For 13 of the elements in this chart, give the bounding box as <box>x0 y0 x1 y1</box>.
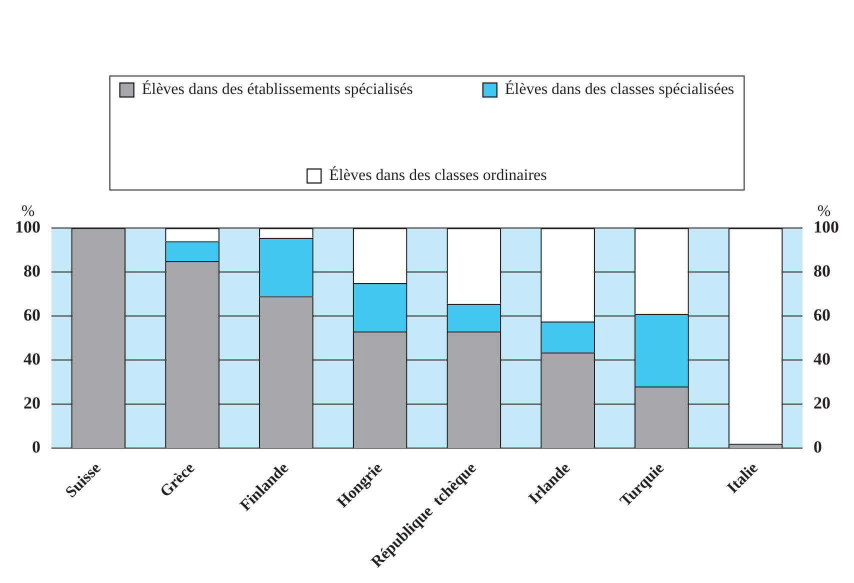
legend-label: Élèves dans des classes spécialisées <box>504 80 734 98</box>
y-tick-label: 20 <box>24 393 40 412</box>
y-tick-label: 40 <box>24 349 40 368</box>
y-tick-label: 0 <box>32 437 40 456</box>
legend-label: Élèves dans des classes ordinaires <box>329 166 547 184</box>
y2-tick-label: 0 <box>814 437 822 456</box>
y2-tick-label: 80 <box>814 261 830 280</box>
y-tick-label: 60 <box>24 305 40 324</box>
legend-label: Élèves dans des établissements spécialisés <box>142 80 413 98</box>
y-tick-label: 80 <box>24 261 40 280</box>
y2-tick-label: 40 <box>814 349 830 368</box>
y2-tick-label: 60 <box>814 305 830 324</box>
y2-tick-label: 20 <box>814 393 830 412</box>
